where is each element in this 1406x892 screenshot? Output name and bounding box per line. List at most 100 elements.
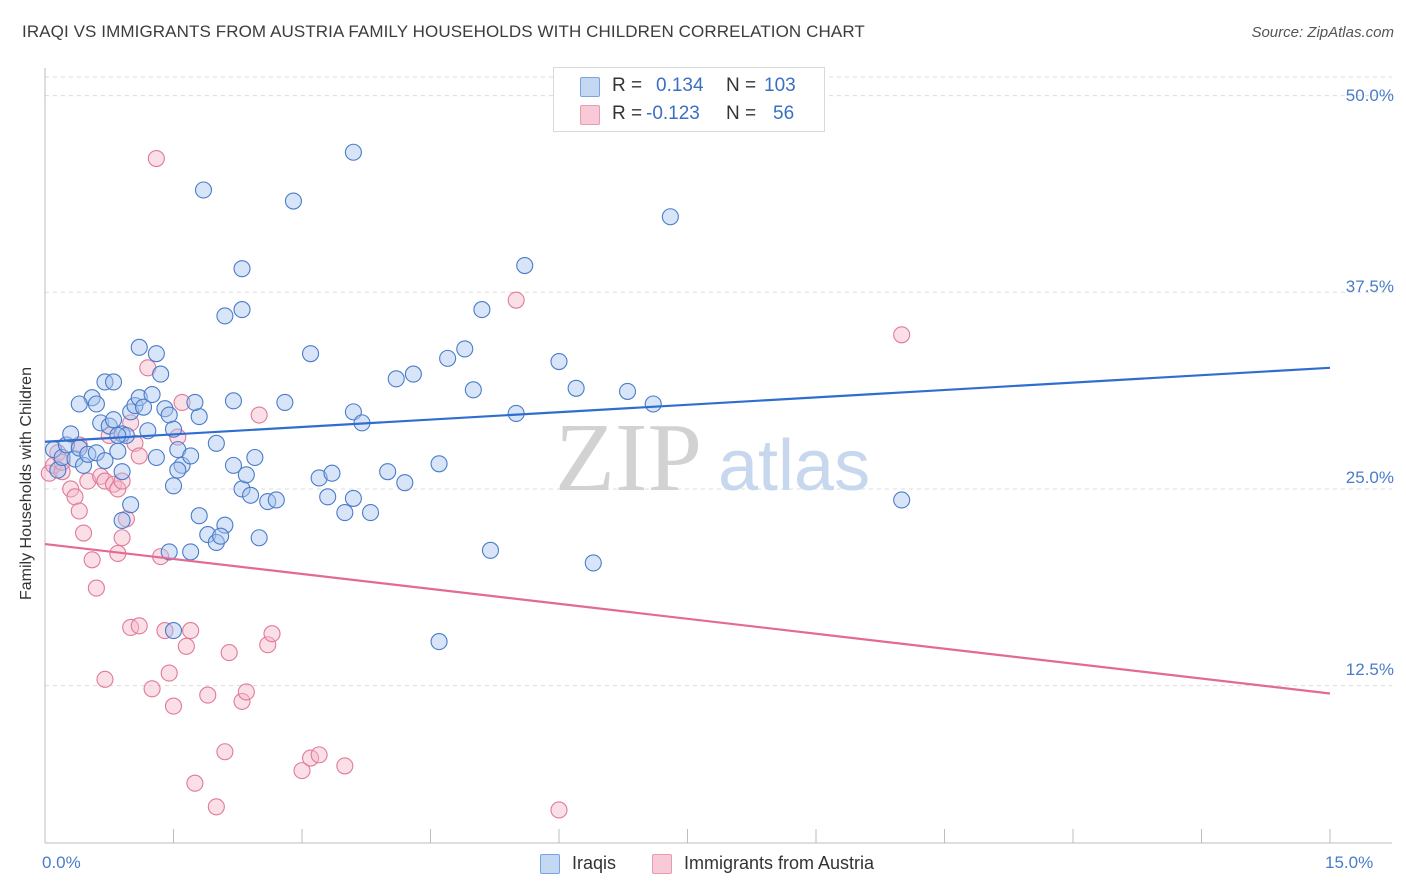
data-point bbox=[267, 491, 285, 509]
data-point bbox=[87, 579, 105, 597]
trend-line-iraqis bbox=[44, 366, 1331, 443]
data-point bbox=[644, 395, 662, 413]
legend-row-austria: R = -0.123 N = 56 bbox=[554, 100, 824, 128]
legend-n-label: N = bbox=[726, 103, 757, 124]
data-point bbox=[516, 256, 534, 275]
data-point bbox=[893, 491, 911, 509]
series-iraqis-points bbox=[45, 143, 911, 651]
data-point bbox=[618, 382, 637, 400]
data-point bbox=[430, 633, 448, 651]
data-point bbox=[233, 692, 251, 710]
data-point bbox=[242, 486, 260, 504]
data-point bbox=[259, 493, 277, 511]
data-point bbox=[237, 466, 255, 484]
data-point bbox=[473, 301, 491, 319]
data-point bbox=[302, 345, 320, 363]
data-point bbox=[259, 636, 277, 654]
data-point bbox=[130, 447, 148, 465]
y-tick-37-5: 37.5% bbox=[1345, 277, 1394, 296]
data-point bbox=[122, 618, 140, 636]
data-point bbox=[130, 389, 148, 407]
legend-n-label: N = bbox=[726, 75, 757, 96]
data-point bbox=[507, 291, 525, 309]
data-point bbox=[104, 411, 123, 429]
data-point bbox=[186, 774, 204, 792]
data-point bbox=[160, 664, 178, 682]
data-point bbox=[96, 670, 114, 688]
data-point bbox=[186, 393, 204, 411]
data-point bbox=[220, 644, 238, 662]
data-point bbox=[216, 516, 234, 534]
data-point bbox=[79, 445, 97, 463]
bottom-legend-swatch-blue bbox=[540, 854, 560, 874]
watermark-atlas: atlas bbox=[718, 426, 870, 506]
data-point bbox=[233, 301, 251, 319]
bottom-legend-swatch-pink bbox=[652, 854, 672, 874]
data-point bbox=[190, 507, 208, 525]
y-axis-label: Family Households with Children bbox=[18, 367, 35, 600]
data-point bbox=[109, 442, 127, 460]
data-point bbox=[207, 434, 225, 452]
data-point bbox=[113, 529, 131, 547]
data-point bbox=[344, 143, 362, 161]
data-point bbox=[134, 398, 153, 416]
data-point bbox=[216, 743, 234, 761]
y-tick-12-5: 12.5% bbox=[1345, 660, 1394, 679]
data-point bbox=[396, 474, 414, 492]
data-point bbox=[224, 392, 243, 410]
data-point bbox=[177, 637, 195, 655]
bottom-legend-label-iraqis: Iraqis bbox=[572, 853, 617, 873]
watermark-zip: ZIP bbox=[555, 404, 702, 512]
data-point bbox=[147, 345, 165, 363]
data-point bbox=[233, 260, 251, 278]
correlation-legend: R = 0.134 N = 103 R = -0.123 N = 56 bbox=[553, 67, 825, 132]
data-point bbox=[53, 448, 71, 467]
data-point bbox=[293, 762, 311, 780]
data-point bbox=[276, 393, 294, 411]
data-point bbox=[75, 524, 93, 542]
data-point bbox=[100, 426, 118, 445]
data-point bbox=[550, 801, 568, 819]
data-point bbox=[130, 617, 148, 635]
data-point bbox=[113, 511, 131, 529]
data-point bbox=[379, 463, 397, 481]
data-point bbox=[250, 406, 268, 424]
data-point bbox=[336, 757, 354, 775]
data-point bbox=[250, 529, 268, 547]
data-point bbox=[62, 425, 80, 443]
data-point bbox=[70, 395, 88, 413]
data-point bbox=[96, 373, 114, 391]
data-point bbox=[169, 461, 187, 479]
data-point bbox=[661, 208, 679, 226]
x-tick-0: 0.0% bbox=[42, 853, 81, 872]
data-point bbox=[79, 472, 97, 490]
data-point bbox=[246, 448, 264, 467]
data-point bbox=[113, 472, 131, 490]
data-point bbox=[147, 149, 165, 168]
data-point bbox=[182, 543, 200, 561]
data-point bbox=[207, 798, 225, 816]
data-point bbox=[194, 181, 213, 199]
data-point bbox=[160, 543, 178, 561]
data-point bbox=[164, 622, 183, 640]
data-point bbox=[164, 697, 183, 715]
data-point bbox=[173, 393, 191, 411]
data-point bbox=[263, 625, 281, 643]
data-point bbox=[567, 379, 585, 397]
data-point bbox=[439, 349, 457, 367]
data-point bbox=[344, 489, 362, 507]
axes bbox=[44, 68, 1392, 844]
data-point bbox=[216, 307, 234, 325]
data-point bbox=[160, 406, 178, 424]
source-label: Source: ZipAtlas.com bbox=[1251, 24, 1394, 41]
data-point bbox=[143, 680, 161, 698]
data-point bbox=[224, 456, 243, 474]
data-point bbox=[182, 447, 200, 465]
data-point bbox=[117, 426, 135, 445]
data-point bbox=[122, 496, 140, 514]
chart-title: IRAQI VS IMMIGRANTS FROM AUSTRIA FAMILY … bbox=[22, 22, 865, 41]
watermark: ZIP atlas bbox=[555, 404, 870, 512]
legend-r-label: R = bbox=[612, 75, 643, 96]
trend-lines bbox=[44, 366, 1331, 695]
